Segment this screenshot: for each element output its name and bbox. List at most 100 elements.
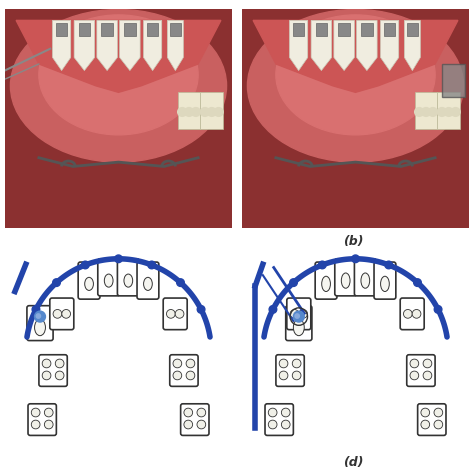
Ellipse shape [104, 274, 113, 287]
Circle shape [403, 310, 412, 318]
Polygon shape [404, 20, 420, 71]
FancyBboxPatch shape [118, 259, 139, 296]
FancyBboxPatch shape [27, 306, 53, 341]
Bar [101, 23, 113, 36]
Text: (b): (b) [343, 235, 364, 247]
Circle shape [42, 359, 51, 368]
FancyBboxPatch shape [50, 298, 74, 330]
Polygon shape [334, 20, 355, 71]
Circle shape [451, 108, 460, 116]
Bar [442, 64, 465, 97]
Circle shape [55, 359, 64, 368]
FancyBboxPatch shape [28, 404, 56, 436]
Bar [56, 23, 67, 36]
Circle shape [282, 408, 290, 417]
FancyBboxPatch shape [170, 355, 198, 386]
FancyBboxPatch shape [78, 262, 100, 299]
Circle shape [295, 314, 300, 318]
FancyBboxPatch shape [286, 306, 312, 341]
Polygon shape [356, 20, 377, 71]
Circle shape [173, 359, 182, 368]
Circle shape [410, 371, 419, 380]
Circle shape [282, 420, 290, 429]
Circle shape [290, 310, 299, 318]
Bar [384, 23, 395, 36]
Ellipse shape [276, 15, 435, 135]
FancyBboxPatch shape [265, 404, 293, 436]
Text: (d): (d) [343, 456, 364, 469]
Circle shape [444, 108, 453, 116]
Circle shape [423, 371, 432, 380]
Polygon shape [311, 20, 332, 71]
Polygon shape [415, 92, 438, 129]
Circle shape [82, 261, 89, 269]
Circle shape [32, 306, 40, 313]
Circle shape [184, 420, 192, 429]
Circle shape [55, 371, 64, 380]
Circle shape [191, 108, 201, 116]
FancyBboxPatch shape [163, 298, 187, 330]
Ellipse shape [322, 276, 330, 292]
FancyBboxPatch shape [276, 355, 304, 386]
Circle shape [197, 408, 206, 417]
Circle shape [412, 310, 421, 318]
Ellipse shape [247, 9, 464, 162]
Ellipse shape [124, 274, 133, 287]
Circle shape [45, 420, 53, 429]
Circle shape [36, 314, 41, 318]
Circle shape [173, 371, 182, 380]
Circle shape [53, 310, 62, 318]
FancyBboxPatch shape [98, 259, 119, 296]
Circle shape [292, 371, 301, 380]
Circle shape [31, 408, 40, 417]
Bar [170, 23, 181, 36]
Circle shape [268, 408, 277, 417]
Circle shape [292, 359, 301, 368]
Polygon shape [178, 92, 201, 129]
Circle shape [352, 255, 359, 263]
Circle shape [166, 310, 175, 318]
Circle shape [184, 108, 193, 116]
Bar [124, 23, 136, 36]
Circle shape [186, 371, 195, 380]
FancyBboxPatch shape [181, 404, 209, 436]
Ellipse shape [361, 273, 370, 288]
Circle shape [45, 408, 53, 417]
Bar [147, 23, 158, 36]
FancyBboxPatch shape [407, 355, 435, 386]
Circle shape [410, 359, 419, 368]
Circle shape [290, 279, 297, 286]
Circle shape [438, 108, 447, 116]
Circle shape [423, 359, 432, 368]
Circle shape [268, 420, 277, 429]
Ellipse shape [10, 9, 227, 162]
Polygon shape [438, 92, 460, 129]
Polygon shape [74, 20, 95, 71]
Circle shape [201, 108, 210, 116]
Bar [79, 23, 90, 36]
Ellipse shape [293, 319, 304, 336]
Circle shape [177, 279, 184, 286]
Circle shape [319, 261, 326, 269]
FancyBboxPatch shape [315, 262, 337, 299]
Circle shape [434, 306, 442, 313]
FancyBboxPatch shape [374, 262, 396, 299]
Circle shape [62, 310, 71, 318]
FancyBboxPatch shape [287, 298, 311, 330]
Bar [407, 23, 418, 36]
Circle shape [293, 311, 304, 322]
Circle shape [148, 261, 155, 269]
Bar [338, 23, 350, 36]
Circle shape [421, 420, 429, 429]
Polygon shape [16, 20, 221, 92]
Ellipse shape [381, 276, 389, 292]
Polygon shape [201, 92, 223, 129]
Polygon shape [253, 20, 458, 92]
Circle shape [434, 408, 443, 417]
Circle shape [53, 279, 60, 286]
Circle shape [178, 108, 187, 116]
Ellipse shape [144, 277, 152, 291]
Bar [316, 23, 327, 36]
Circle shape [279, 371, 288, 380]
Circle shape [31, 420, 40, 429]
